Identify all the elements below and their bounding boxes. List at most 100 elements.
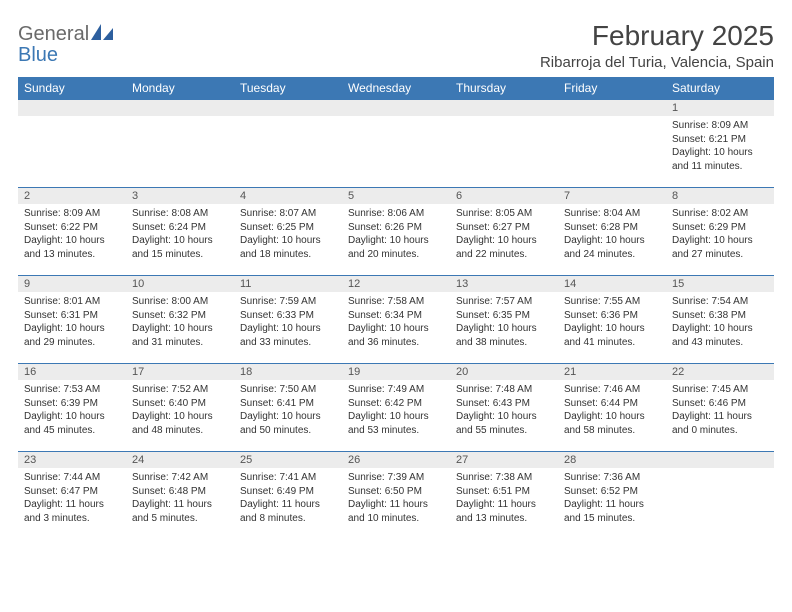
day-line: Sunset: 6:22 PM [24, 221, 120, 235]
day-number [558, 100, 666, 116]
day-number: 22 [666, 364, 774, 380]
day-line: Sunset: 6:52 PM [564, 485, 660, 499]
day-number [18, 100, 126, 116]
day-line: Sunset: 6:38 PM [672, 309, 768, 323]
day-line: Daylight: 11 hours and 3 minutes. [24, 498, 120, 525]
day-line: Daylight: 10 hours and 53 minutes. [348, 410, 444, 437]
day-cell: 22Sunrise: 7:45 AMSunset: 6:46 PMDayligh… [666, 364, 774, 452]
day-line: Sunset: 6:42 PM [348, 397, 444, 411]
day-number: 5 [342, 188, 450, 204]
day-number [126, 100, 234, 116]
day-line: Sunset: 6:46 PM [672, 397, 768, 411]
day-line: Sunrise: 7:53 AM [24, 383, 120, 397]
day-line: Sunrise: 7:58 AM [348, 295, 444, 309]
day-number: 10 [126, 276, 234, 292]
day-line: Sunset: 6:41 PM [240, 397, 336, 411]
day-line: Sunset: 6:25 PM [240, 221, 336, 235]
day-number: 21 [558, 364, 666, 380]
day-line: Sunrise: 8:07 AM [240, 207, 336, 221]
day-line: Sunrise: 8:01 AM [24, 295, 120, 309]
day-line: Sunrise: 8:09 AM [24, 207, 120, 221]
day-number [666, 452, 774, 468]
week-row: 1Sunrise: 8:09 AMSunset: 6:21 PMDaylight… [18, 100, 774, 188]
day-line: Sunset: 6:29 PM [672, 221, 768, 235]
day-cell: 20Sunrise: 7:48 AMSunset: 6:43 PMDayligh… [450, 364, 558, 452]
day-cell [450, 100, 558, 188]
day-line: Sunrise: 7:57 AM [456, 295, 552, 309]
day-cell: 12Sunrise: 7:58 AMSunset: 6:34 PMDayligh… [342, 276, 450, 364]
day-cell: 17Sunrise: 7:52 AMSunset: 6:40 PMDayligh… [126, 364, 234, 452]
day-body: Sunrise: 7:38 AMSunset: 6:51 PMDaylight:… [450, 468, 558, 529]
day-body: Sunrise: 8:09 AMSunset: 6:22 PMDaylight:… [18, 204, 126, 265]
day-line: Sunset: 6:36 PM [564, 309, 660, 323]
day-header: Monday [126, 77, 234, 100]
day-line: Daylight: 10 hours and 38 minutes. [456, 322, 552, 349]
day-body: Sunrise: 8:06 AMSunset: 6:26 PMDaylight:… [342, 204, 450, 265]
day-body [342, 116, 450, 123]
day-body: Sunrise: 7:54 AMSunset: 6:38 PMDaylight:… [666, 292, 774, 353]
day-line: Daylight: 11 hours and 5 minutes. [132, 498, 228, 525]
calendar-body: 1Sunrise: 8:09 AMSunset: 6:21 PMDaylight… [18, 100, 774, 540]
day-number [342, 100, 450, 116]
day-number: 11 [234, 276, 342, 292]
day-header: Friday [558, 77, 666, 100]
day-line: Sunset: 6:34 PM [348, 309, 444, 323]
day-line: Sunset: 6:33 PM [240, 309, 336, 323]
day-body: Sunrise: 7:58 AMSunset: 6:34 PMDaylight:… [342, 292, 450, 353]
day-line: Daylight: 11 hours and 0 minutes. [672, 410, 768, 437]
brand-blue: Blue [18, 44, 58, 66]
day-line: Daylight: 10 hours and 29 minutes. [24, 322, 120, 349]
day-number: 15 [666, 276, 774, 292]
day-number: 1 [666, 100, 774, 116]
day-cell [666, 452, 774, 540]
day-line: Daylight: 11 hours and 13 minutes. [456, 498, 552, 525]
day-header: Tuesday [234, 77, 342, 100]
day-header: Saturday [666, 77, 774, 100]
day-cell: 23Sunrise: 7:44 AMSunset: 6:47 PMDayligh… [18, 452, 126, 540]
brand-general: General [18, 23, 89, 45]
day-line: Sunrise: 7:41 AM [240, 471, 336, 485]
day-cell: 10Sunrise: 8:00 AMSunset: 6:32 PMDayligh… [126, 276, 234, 364]
day-number: 20 [450, 364, 558, 380]
day-cell: 6Sunrise: 8:05 AMSunset: 6:27 PMDaylight… [450, 188, 558, 276]
day-body: Sunrise: 7:36 AMSunset: 6:52 PMDaylight:… [558, 468, 666, 529]
day-cell: 19Sunrise: 7:49 AMSunset: 6:42 PMDayligh… [342, 364, 450, 452]
day-number: 18 [234, 364, 342, 380]
day-body: Sunrise: 7:53 AMSunset: 6:39 PMDaylight:… [18, 380, 126, 441]
day-line: Daylight: 10 hours and 22 minutes. [456, 234, 552, 261]
day-line: Daylight: 10 hours and 41 minutes. [564, 322, 660, 349]
brand-logo: General Blue [18, 20, 113, 66]
day-number: 28 [558, 452, 666, 468]
day-line: Sunrise: 7:55 AM [564, 295, 660, 309]
day-line: Sunset: 6:24 PM [132, 221, 228, 235]
day-line: Daylight: 10 hours and 27 minutes. [672, 234, 768, 261]
day-line: Daylight: 10 hours and 20 minutes. [348, 234, 444, 261]
day-line: Sunrise: 7:39 AM [348, 471, 444, 485]
day-number: 26 [342, 452, 450, 468]
week-row: 23Sunrise: 7:44 AMSunset: 6:47 PMDayligh… [18, 452, 774, 540]
day-line: Daylight: 10 hours and 33 minutes. [240, 322, 336, 349]
day-body [450, 116, 558, 123]
week-row: 16Sunrise: 7:53 AMSunset: 6:39 PMDayligh… [18, 364, 774, 452]
day-line: Daylight: 10 hours and 31 minutes. [132, 322, 228, 349]
day-line: Sunrise: 8:05 AM [456, 207, 552, 221]
calendar-table: Sunday Monday Tuesday Wednesday Thursday… [18, 77, 774, 540]
day-body: Sunrise: 7:50 AMSunset: 6:41 PMDaylight:… [234, 380, 342, 441]
day-cell: 3Sunrise: 8:08 AMSunset: 6:24 PMDaylight… [126, 188, 234, 276]
day-number: 17 [126, 364, 234, 380]
day-line: Daylight: 10 hours and 24 minutes. [564, 234, 660, 261]
day-line: Sunrise: 8:08 AM [132, 207, 228, 221]
day-line: Daylight: 10 hours and 13 minutes. [24, 234, 120, 261]
day-line: Sunset: 6:27 PM [456, 221, 552, 235]
week-row: 2Sunrise: 8:09 AMSunset: 6:22 PMDaylight… [18, 188, 774, 276]
day-line: Sunset: 6:48 PM [132, 485, 228, 499]
day-cell: 15Sunrise: 7:54 AMSunset: 6:38 PMDayligh… [666, 276, 774, 364]
day-body: Sunrise: 7:39 AMSunset: 6:50 PMDaylight:… [342, 468, 450, 529]
day-cell: 11Sunrise: 7:59 AMSunset: 6:33 PMDayligh… [234, 276, 342, 364]
day-number: 16 [18, 364, 126, 380]
day-body: Sunrise: 7:59 AMSunset: 6:33 PMDaylight:… [234, 292, 342, 353]
day-number: 23 [18, 452, 126, 468]
day-cell: 26Sunrise: 7:39 AMSunset: 6:50 PMDayligh… [342, 452, 450, 540]
day-number: 25 [234, 452, 342, 468]
day-number: 9 [18, 276, 126, 292]
